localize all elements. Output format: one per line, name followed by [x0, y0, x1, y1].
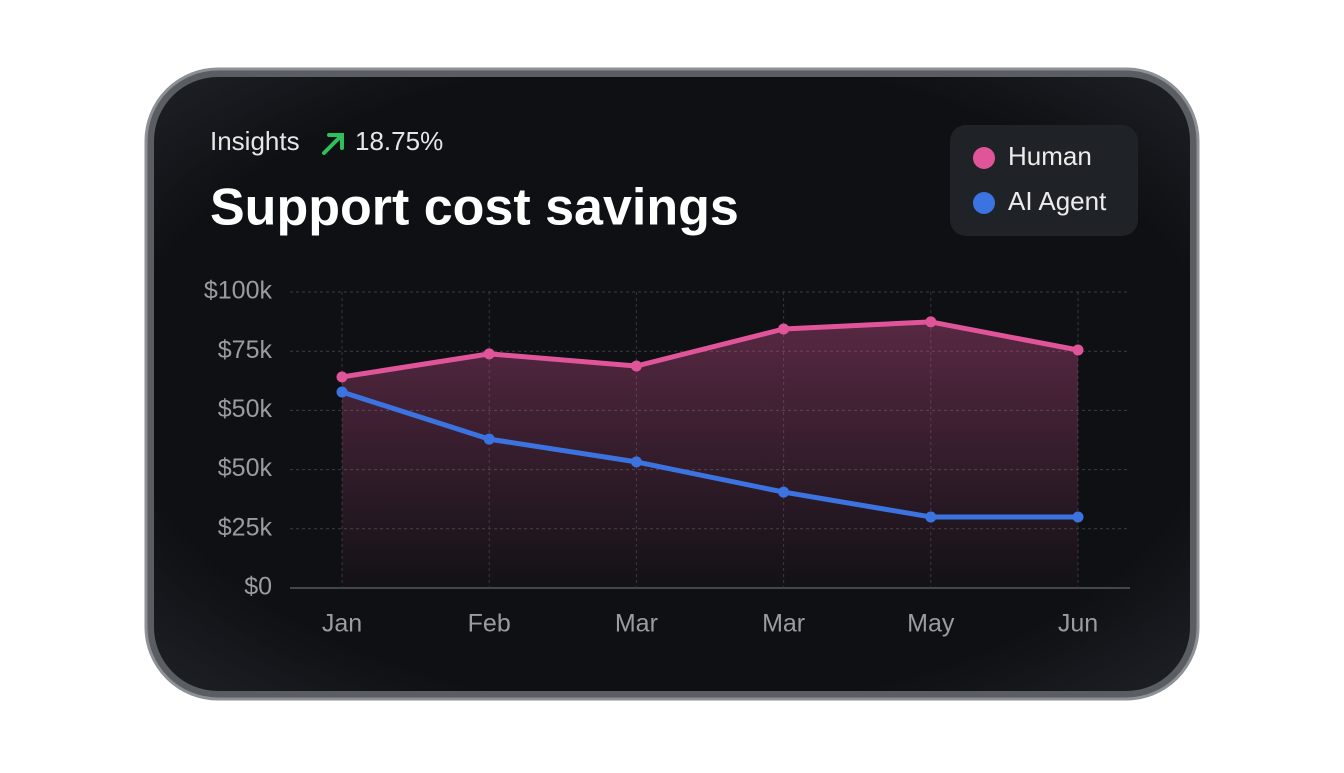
legend-label: AI Agent: [1008, 186, 1107, 216]
line: [341, 319, 1079, 380]
y-tick-label: $25k: [218, 513, 273, 541]
point: [336, 371, 348, 383]
x-tick-label: Jun: [1058, 610, 1098, 638]
point: [778, 323, 790, 335]
line: [341, 389, 1078, 520]
point: [1072, 511, 1084, 523]
y-tick-label: $75k: [218, 336, 273, 364]
kicker: Insights: [210, 126, 300, 156]
chart-title: Support cost savings: [210, 179, 739, 237]
legend-swatch: [973, 192, 995, 214]
y-tick-label: $50k: [218, 454, 273, 482]
point: [925, 316, 937, 328]
legend-label: Human: [1008, 141, 1092, 171]
point: [483, 348, 495, 360]
point: [336, 386, 348, 398]
area: [342, 321, 1078, 588]
point: [630, 360, 642, 372]
x-tick-label: Jan: [322, 610, 362, 638]
x-tick-label: Mar: [762, 610, 805, 638]
trend-icon: [322, 133, 344, 155]
point: [630, 456, 642, 468]
x-tick-label: May: [907, 610, 955, 638]
legend: [950, 125, 1138, 236]
legend-swatch: [973, 147, 995, 169]
y-tick-label: $50k: [218, 395, 273, 423]
point: [778, 486, 790, 498]
point: [925, 511, 937, 523]
change: 18.75%: [355, 126, 443, 156]
point: [1072, 344, 1084, 356]
y-tick-label: $100k: [204, 277, 273, 305]
y-tick-label: $0: [244, 573, 272, 601]
x-tick-label: Mar: [615, 610, 658, 638]
point: [483, 433, 495, 445]
x-tick-label: Feb: [468, 610, 511, 638]
